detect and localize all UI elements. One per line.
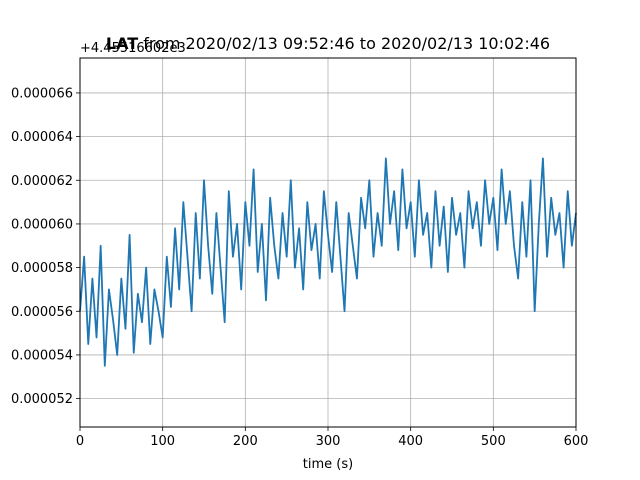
x-tick-label: 300 — [316, 434, 341, 449]
chart-title-rest: from 2020/02/13 09:52:46 to 2020/02/13 1… — [138, 34, 550, 53]
y-tick-label: 0.000062 — [11, 174, 73, 189]
x-axis-label: time (s) — [303, 457, 353, 472]
y-tick-label: 0.000054 — [11, 348, 73, 363]
y-tick-label: 0.000064 — [11, 130, 73, 145]
x-tick-label: 600 — [564, 434, 589, 449]
x-tick-label: 100 — [150, 434, 175, 449]
x-tick-label: 0 — [76, 434, 84, 449]
y-tick-label: 0.000056 — [11, 305, 73, 320]
x-tick-label: 500 — [481, 434, 506, 449]
y-tick-label: 0.000066 — [11, 86, 73, 101]
y-axis: 0.000052 0.000054 0.000056 0.000058 0.000060… — [11, 86, 80, 407]
chart-title: LAT from 2020/02/13 09:52:46 to 2020/02/… — [106, 34, 550, 53]
series-line — [79, 157, 577, 367]
y-tick-label: 0.000058 — [11, 261, 73, 276]
x-axis: 0 100 200 300 400 500 600 — [76, 427, 589, 449]
chart-title-bold: LAT — [106, 34, 138, 53]
y-offset-label: +4.45516602e3 — [80, 41, 186, 56]
grid — [79, 58, 577, 427]
series-group — [79, 157, 577, 367]
y-tick-label: 0.000052 — [11, 392, 73, 407]
x-tick-label: 200 — [233, 434, 258, 449]
y-tick-label: 0.000060 — [11, 217, 73, 232]
x-tick-label: 400 — [398, 434, 423, 449]
